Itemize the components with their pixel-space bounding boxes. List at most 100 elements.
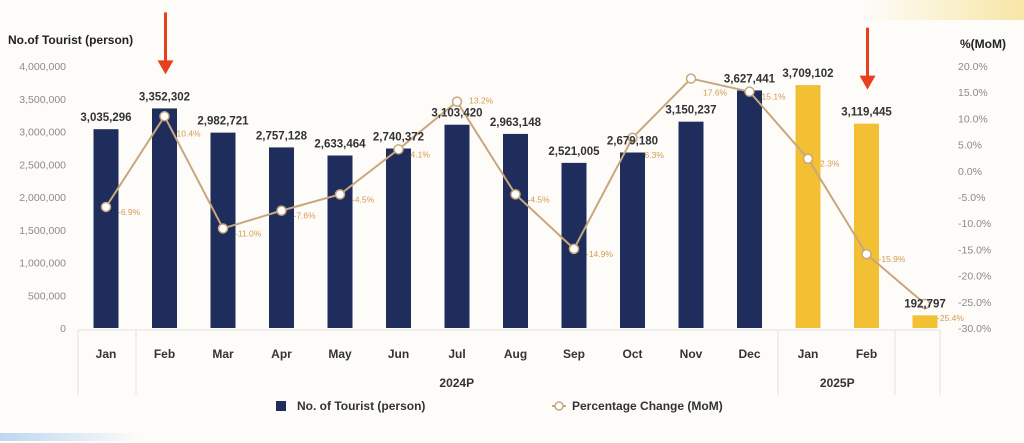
category-label: May xyxy=(328,347,352,361)
left-tick-label: 3,000,000 xyxy=(19,127,66,139)
bar-value-label: 2,963,148 xyxy=(490,117,542,129)
right-tick-label: 15.0% xyxy=(958,87,988,99)
pct-change-label: -4.5% xyxy=(352,194,375,204)
bar xyxy=(678,121,704,328)
pct-change-point xyxy=(100,201,112,213)
right-tick-label: 10.0% xyxy=(958,113,988,125)
pct-change-point xyxy=(861,248,872,260)
pct-change-label: -15.9% xyxy=(879,254,906,264)
category-label: Jul xyxy=(448,347,465,361)
category-label: Feb xyxy=(856,347,877,361)
background-glow xyxy=(0,433,140,441)
bar xyxy=(795,85,821,328)
bar xyxy=(503,133,528,328)
pct-change-point xyxy=(919,298,931,310)
bar xyxy=(737,90,762,328)
bar xyxy=(912,315,938,328)
pct-change-point xyxy=(627,132,638,144)
pct-change-label: 15.1% xyxy=(762,92,787,102)
left-tick-label: 0 xyxy=(60,323,66,335)
right-tick-label: -25.0% xyxy=(958,297,991,309)
bar-value-label: 2,679,180 xyxy=(607,136,658,148)
left-tick-label: 2,000,000 xyxy=(19,192,66,204)
bar xyxy=(269,147,294,328)
category-label: Jan xyxy=(96,347,117,361)
background-glow xyxy=(864,0,1024,20)
left-tick-label: 4,000,000 xyxy=(19,61,66,73)
bar-value-label: 3,150,237 xyxy=(665,105,716,117)
pct-change-label: 2.3% xyxy=(820,159,840,169)
bar xyxy=(620,152,645,328)
right-tick-label: 0.0% xyxy=(958,166,982,178)
pct-change-label: 17.6% xyxy=(703,88,728,98)
category-label: Nov xyxy=(680,347,703,361)
bar xyxy=(444,124,470,329)
pct-change-label: 6.3% xyxy=(645,150,665,160)
pct-change-point xyxy=(568,243,580,255)
left-tick-label: 2,500,000 xyxy=(19,159,66,171)
red-arrow-head-icon xyxy=(859,75,876,90)
category-label: Oct xyxy=(622,347,642,361)
category-label: Jan xyxy=(798,347,819,361)
legend-line-marker xyxy=(554,401,564,411)
bar-value-label: 2,757,128 xyxy=(256,130,308,142)
right-tick-label: -20.0% xyxy=(958,271,991,283)
pct-change-label: 10.4% xyxy=(177,128,202,138)
right-axis-title: %(MoM) xyxy=(960,37,1006,51)
category-label: Mar xyxy=(212,347,234,361)
right-tick-label: 20.0% xyxy=(958,61,988,73)
category-label: Feb xyxy=(154,347,175,361)
bar xyxy=(327,155,353,328)
bar xyxy=(93,129,119,328)
pct-change-label: -11.0% xyxy=(235,228,262,238)
pct-change-point xyxy=(451,96,463,107)
legend-line-label: Percentage Change (MoM) xyxy=(572,399,723,413)
bar xyxy=(854,123,879,328)
legend-bar-swatch xyxy=(276,401,286,411)
category-label: Apr xyxy=(271,347,292,361)
pct-change-point xyxy=(510,189,521,200)
bar-value-label: 2,521,005 xyxy=(548,146,600,158)
group-label: 2025P xyxy=(820,376,855,390)
pct-change-point xyxy=(393,144,404,155)
bar-value-label: 3,352,302 xyxy=(139,91,190,103)
left-axis-title: No.of Tourist (person) xyxy=(8,33,133,47)
pct-change-label: -7.6% xyxy=(294,211,317,221)
pct-change-label: 4.1% xyxy=(411,149,431,159)
right-tick-label: -15.0% xyxy=(958,244,991,256)
pct-change-point xyxy=(802,153,814,164)
pct-change-point xyxy=(744,86,755,97)
right-tick-label: -10.0% xyxy=(958,218,991,230)
pct-change-label: -25.4% xyxy=(937,313,964,323)
legend-bar-label: No. of Tourist (person) xyxy=(297,399,425,413)
group-label: 2024P xyxy=(439,376,474,390)
right-tick-label: -5.0% xyxy=(958,192,985,204)
right-tick-label: 5.0% xyxy=(958,140,982,152)
left-tick-label: 1,500,000 xyxy=(19,225,66,237)
left-tick-label: 3,500,000 xyxy=(19,94,66,106)
bar-value-label: 3,103,420 xyxy=(431,108,482,120)
pct-change-point xyxy=(334,189,346,200)
left-tick-label: 1,000,000 xyxy=(19,258,66,270)
bar-value-label: 3,035,296 xyxy=(80,112,131,124)
bar-value-label: 3,709,102 xyxy=(782,68,833,80)
category-label: Dec xyxy=(738,347,760,361)
pct-change-label: -4.5% xyxy=(528,194,551,204)
pct-change-label: -14.9% xyxy=(586,249,613,259)
pct-change-point xyxy=(217,223,229,234)
bar-value-label: 3,627,441 xyxy=(724,73,776,85)
category-label: Jun xyxy=(388,347,409,361)
pct-change-label: 13.2% xyxy=(469,96,494,106)
bar xyxy=(152,108,177,328)
right-tick-label: -30.0% xyxy=(958,323,991,335)
category-label: Aug xyxy=(504,347,527,361)
bar-value-label: 3,119,445 xyxy=(841,107,892,119)
pct-change-point xyxy=(685,73,697,84)
red-arrow-head-icon xyxy=(157,60,174,75)
left-tick-label: 500,000 xyxy=(28,290,66,302)
bar xyxy=(386,148,411,328)
pct-change-point xyxy=(159,111,170,122)
pct-change-point xyxy=(276,205,287,216)
bar-value-label: 2,982,721 xyxy=(197,116,249,128)
